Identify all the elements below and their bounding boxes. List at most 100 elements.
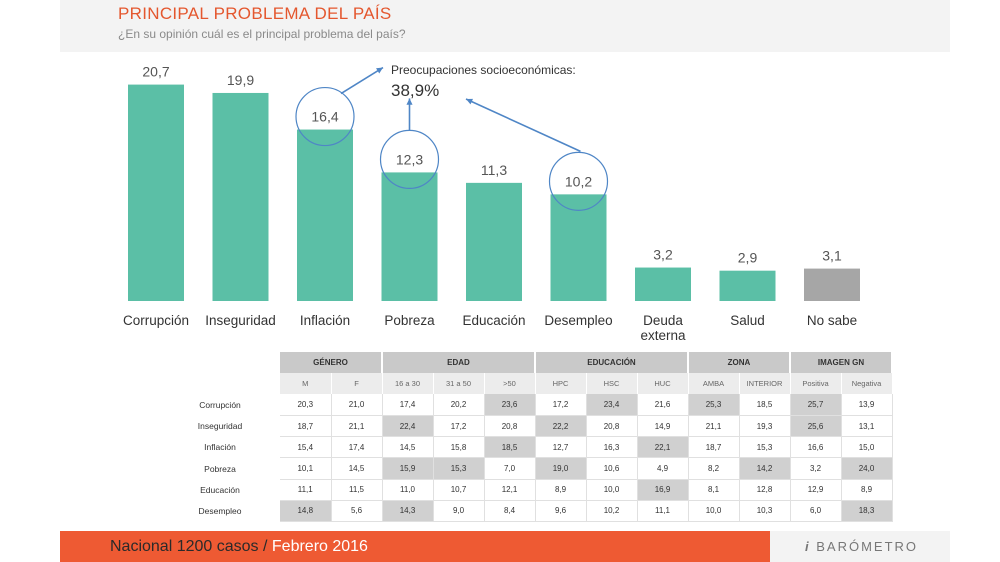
table-cell: 15,3 [739, 436, 791, 459]
table-cell: 18,5 [484, 436, 536, 459]
table-group-header: EDUCACIÓN [535, 352, 689, 374]
category-label: No sabe [807, 313, 857, 328]
arrow-line [465, 98, 581, 153]
table-cell: 14,8 [280, 500, 332, 523]
category-label: Pobreza [384, 313, 435, 328]
table-subheader: HUC [637, 373, 689, 395]
table-subheader: M [280, 373, 332, 395]
bar-inseguridad [212, 92, 269, 301]
table-cell: 10,3 [739, 500, 791, 523]
table-cell: 16,6 [790, 436, 842, 459]
table-row: Desempleo 14,8 5,6 14,3 9,0 8,4 9,6 10,2 11,1 10,… [160, 500, 893, 523]
table-row-label: Inflación [204, 442, 236, 453]
table-cell: 13,1 [841, 415, 893, 438]
table-cell: 18,7 [688, 436, 740, 459]
table-row-label: Educación [200, 484, 240, 495]
arrow-head [376, 67, 383, 74]
table-row-label: Desempleo [198, 505, 242, 516]
table-cell: 11,1 [280, 479, 332, 501]
table-cell: 18,7 [280, 415, 332, 438]
table-cell: 16,9 [637, 479, 689, 501]
annotation-label: Preocupaciones socioeconómicas: [391, 63, 576, 77]
table-cell: 10,0 [688, 500, 740, 523]
table-row: Pobreza 10,1 14,5 15,9 15,3 7,0 19,0 10,6 4,9 8,2… [160, 457, 893, 480]
bar-pobreza [381, 172, 438, 301]
category-label: Salud [730, 313, 765, 328]
table-cell: 14,3 [382, 500, 434, 523]
category-label: Deuda externa [640, 313, 686, 343]
table-cell: 12,7 [535, 436, 587, 459]
table-cell: 15,0 [841, 436, 893, 459]
bar-value-label: 3,1 [822, 248, 842, 264]
table-cell: 18,5 [739, 394, 791, 417]
table-cell: 5,6 [331, 500, 383, 523]
table-cell: 11,5 [331, 479, 383, 501]
bar-value-label: 10,2 [565, 173, 592, 189]
table-cell: 15,8 [433, 436, 485, 459]
bar-corrupción [128, 84, 184, 301]
table-cell: 21,1 [688, 415, 740, 438]
table-cell: 20,8 [586, 415, 638, 438]
table-cell: 10,2 [586, 500, 638, 523]
table-cell: 20,8 [484, 415, 536, 438]
table-cell: 25,6 [790, 415, 842, 438]
table-subheader: F [331, 373, 383, 395]
table-cell: 12,9 [790, 479, 842, 501]
table-cell: 17,4 [331, 436, 383, 459]
table-cell: 21,1 [331, 415, 383, 438]
category-label: Inseguridad [205, 313, 276, 328]
footer-bar [60, 531, 770, 562]
table-cell: 6,0 [790, 500, 842, 523]
table-cell: 22,2 [535, 415, 587, 438]
bar-desempleo [550, 194, 607, 301]
table-row: Educación 11,1 11,5 11,0 10,7 12,1 8,9 10,0 16,9… [160, 479, 893, 501]
table-corner [160, 352, 280, 373]
table-cell: 21,6 [637, 394, 689, 417]
highlight-circle [548, 151, 609, 211]
table-subheader: Negativa [841, 373, 893, 395]
table-row: Inflación 15,4 17,4 14,5 15,8 18,5 12,7 16,3 22,… [160, 436, 893, 459]
annotation-value: 38,9% [391, 81, 439, 100]
bar-no-sabe [804, 268, 860, 301]
table-cell: 15,3 [433, 457, 485, 480]
brand-logo: i BARÓMETRO [805, 539, 918, 554]
table-body: Corrupción 20,3 21,0 17,4 20,2 23,6 17,2 23,4 21… [160, 394, 893, 523]
table-cell: 3,2 [790, 457, 842, 480]
table-cell: 17,2 [433, 415, 485, 438]
table-cell: 21,0 [331, 394, 383, 417]
bar-value-label: 20,7 [142, 64, 169, 80]
bar-value-label: 11,3 [481, 162, 507, 178]
bar-value-label: 2,9 [738, 250, 758, 266]
table-subheader: Positiva [790, 373, 842, 395]
table-cell: 25,7 [790, 394, 842, 417]
arrow-line [340, 66, 384, 95]
category-label: Inflación [300, 313, 350, 328]
bar-salud [719, 270, 776, 301]
bar-value-label: 12,3 [396, 151, 423, 167]
bars-layer: 20,7 Corrupción 19,9 Inseguridad 16,4 Inflaci… [123, 64, 860, 343]
table-row-label: Corrupción [199, 399, 241, 410]
header-band [60, 0, 950, 52]
footer-sample: Nacional 1200 casos / Febrero 2016 [110, 538, 368, 556]
table-subheader: 16 a 30 [382, 373, 434, 395]
table-cell: 10,0 [586, 479, 638, 501]
table-cell: 14,2 [739, 457, 791, 480]
table-cell: 8,2 [688, 457, 740, 480]
table-cell: 8,4 [484, 500, 536, 523]
bar-value-label: 16,4 [311, 109, 338, 125]
arrows-layer [340, 66, 581, 153]
category-label: Desempleo [544, 313, 612, 328]
table-cell: 19,3 [739, 415, 791, 438]
table-cell: 24,0 [841, 457, 893, 480]
table-row: Corrupción 20,3 21,0 17,4 20,2 23,6 17,2 23,4 21… [160, 394, 893, 417]
category-label: Educación [462, 313, 525, 328]
brand-name: BARÓMETRO [816, 539, 919, 554]
bar-value-label: 19,9 [227, 72, 254, 88]
footer-logo-box [770, 531, 950, 562]
highlight-circle [295, 86, 355, 147]
table-cell: 14,5 [382, 436, 434, 459]
table-group-header: EDAD [382, 352, 536, 374]
table-cell: 8,1 [688, 479, 740, 501]
table-cell: 15,9 [382, 457, 434, 480]
footer-sample-text: Nacional 1200 casos / [110, 538, 268, 555]
